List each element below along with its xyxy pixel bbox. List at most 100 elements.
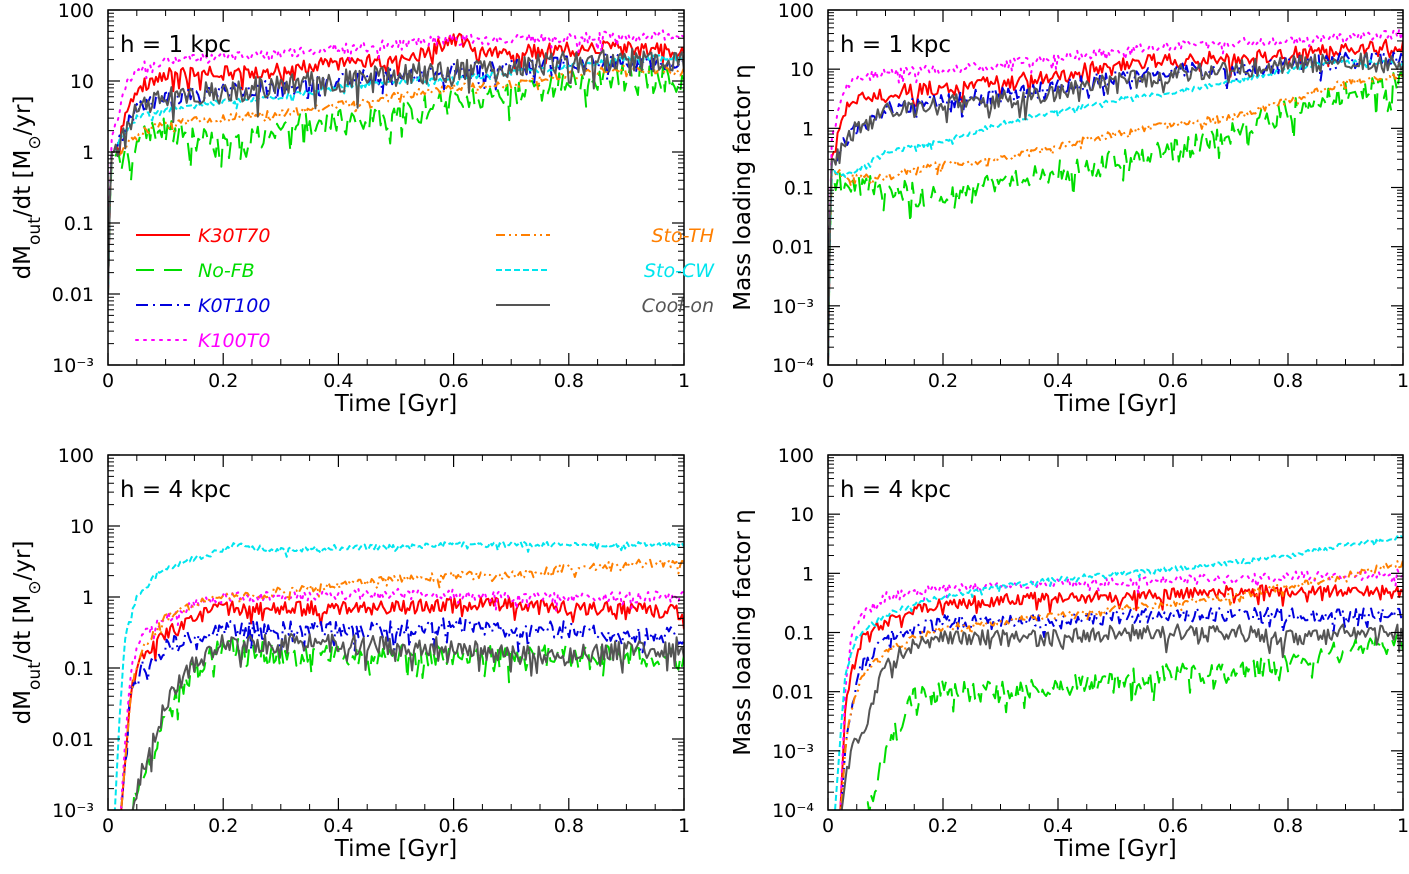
x-tick-label: 0 bbox=[102, 815, 114, 837]
x-tick-label: 0.2 bbox=[208, 815, 238, 837]
x-tick-label: 0.2 bbox=[208, 370, 238, 392]
y-tick-label: 100 bbox=[58, 0, 94, 22]
x-tick-label: 0.2 bbox=[928, 370, 958, 392]
x-tick-label: 0.4 bbox=[1043, 815, 1073, 837]
series-sto-th bbox=[108, 64, 684, 295]
panel-annotation: h = 1 kpc bbox=[120, 32, 231, 58]
y-tick-label: 0.1 bbox=[784, 623, 814, 645]
x-tick-label: 0.4 bbox=[323, 370, 353, 392]
panel-4: 0 0.2 0.4 0.6 0.8 1 10⁻⁴ 10⁻³ 0.01 0.1 1 10 100 Time … bbox=[730, 445, 1409, 862]
legend: K30T70 No-FB K0T100 K100T0 Sto-TH Sto-CW Cool-… bbox=[135, 225, 715, 352]
y-tick-label: 0.01 bbox=[772, 237, 814, 259]
legend-label: Sto-CW bbox=[644, 260, 715, 282]
panel-annotation: h = 4 kpc bbox=[840, 477, 951, 503]
x-tick-label: 0 bbox=[102, 370, 114, 392]
y-tick-label: 10 bbox=[790, 504, 814, 526]
y-tick-label: 10 bbox=[70, 71, 94, 93]
x-tick-label: 1 bbox=[1397, 815, 1409, 837]
x-tick-label: 0 bbox=[822, 370, 834, 392]
series-group bbox=[834, 535, 1403, 810]
x-tick-label: 1 bbox=[1397, 370, 1409, 392]
y-axis-label: dMout/dt [M⊙/yr] bbox=[10, 96, 45, 280]
x-tick-label: 0 bbox=[822, 815, 834, 837]
series-group bbox=[828, 28, 1403, 365]
series-sto-cw bbox=[834, 535, 1403, 810]
series-sto-th bbox=[120, 558, 684, 810]
series-cool-on bbox=[131, 633, 684, 810]
series-k30t70 bbox=[108, 32, 684, 295]
series-k100t0 bbox=[119, 587, 684, 810]
x-axis-label: Time [Gyr] bbox=[334, 836, 457, 862]
y-tick-label: 0.1 bbox=[64, 213, 94, 235]
x-tick-label: 1 bbox=[678, 815, 690, 837]
series-cool-on bbox=[840, 623, 1403, 810]
y-tick-label: 10⁻⁴ bbox=[772, 355, 814, 377]
legend-label: K100T0 bbox=[198, 330, 270, 352]
series-k100t0 bbox=[828, 28, 1403, 365]
y-tick-label: 0.01 bbox=[772, 682, 814, 704]
y-tick-label: 10⁻³ bbox=[52, 800, 94, 822]
x-tick-label: 0.8 bbox=[554, 815, 584, 837]
panel-1: 0 0.2 0.4 0.6 0.8 1 10⁻³ 0.01 0.1 1 10 100 Time [Gyr… bbox=[10, 0, 690, 417]
y-tick-label: 10⁻⁴ bbox=[772, 800, 814, 822]
x-tick-label: 0.4 bbox=[323, 815, 353, 837]
x-axis-label: Time [Gyr] bbox=[334, 391, 457, 417]
series-k30t70 bbox=[828, 38, 1403, 365]
panel-2: 0 0.2 0.4 0.6 0.8 1 10⁻⁴ 10⁻³ 0.01 0.1 1 10 100 Time … bbox=[730, 0, 1409, 417]
y-tick-label: 0.01 bbox=[52, 729, 94, 751]
legend-label: Cool-on bbox=[642, 295, 714, 317]
series-no-fb bbox=[131, 638, 684, 810]
x-tick-label: 0.6 bbox=[438, 370, 468, 392]
y-tick-label: 0.1 bbox=[64, 658, 94, 680]
x-tick-label: 0.6 bbox=[1158, 815, 1188, 837]
panel-3: 0 0.2 0.4 0.6 0.8 1 10⁻³ 0.01 0.1 1 10 100 Time [Gyr… bbox=[10, 445, 690, 862]
series-k100t0 bbox=[839, 568, 1403, 810]
y-tick-label: 0.1 bbox=[784, 178, 814, 200]
x-axis-label: Time [Gyr] bbox=[1053, 391, 1176, 417]
y-tick-label: 10⁻³ bbox=[772, 296, 814, 318]
series-cool-on bbox=[108, 47, 684, 295]
y-tick-label: 10⁻³ bbox=[772, 741, 814, 763]
series-k0t100 bbox=[120, 617, 684, 810]
series-k30t70 bbox=[839, 584, 1403, 810]
series-sto-cw bbox=[113, 540, 684, 810]
y-tick-label: 10 bbox=[790, 59, 814, 81]
x-tick-label: 0.8 bbox=[1273, 815, 1303, 837]
y-tick-label: 100 bbox=[778, 445, 814, 467]
series-k30t70 bbox=[120, 596, 684, 810]
y-axis-label: Mass loading factor η bbox=[730, 64, 756, 311]
series-no-fb bbox=[108, 62, 684, 295]
y-tick-label: 0.01 bbox=[52, 284, 94, 306]
panel-annotation: h = 1 kpc bbox=[840, 32, 951, 58]
legend-label: Sto-TH bbox=[651, 225, 714, 247]
series-group bbox=[113, 540, 684, 810]
series-k0t100 bbox=[828, 50, 1403, 365]
series-group bbox=[108, 29, 684, 295]
legend-label: K0T100 bbox=[198, 295, 270, 317]
series-no-fb bbox=[828, 71, 1403, 365]
y-axis-label: Mass loading factor η bbox=[730, 509, 756, 756]
y-tick-label: 100 bbox=[58, 445, 94, 467]
x-tick-label: 0.8 bbox=[1273, 370, 1303, 392]
series-k100t0 bbox=[108, 29, 684, 295]
x-tick-label: 0.2 bbox=[928, 815, 958, 837]
y-tick-label: 1 bbox=[802, 118, 814, 140]
panel-annotation: h = 4 kpc bbox=[120, 477, 231, 503]
series-cool-on bbox=[828, 52, 1403, 365]
series-no-fb bbox=[863, 633, 1403, 810]
y-tick-label: 1 bbox=[82, 587, 94, 609]
y-tick-label: 1 bbox=[802, 563, 814, 585]
x-tick-label: 0.8 bbox=[554, 370, 584, 392]
y-tick-label: 10 bbox=[70, 516, 94, 538]
x-tick-label: 0.6 bbox=[1158, 370, 1188, 392]
y-tick-label: 100 bbox=[778, 0, 814, 22]
y-axis-label: dMout/dt [M⊙/yr] bbox=[10, 541, 45, 725]
series-sto-th bbox=[828, 73, 1403, 365]
legend-label: No-FB bbox=[198, 260, 255, 282]
y-tick-label: 1 bbox=[82, 142, 94, 164]
legend-label: K30T70 bbox=[198, 225, 270, 247]
x-tick-label: 0.4 bbox=[1043, 370, 1073, 392]
y-tick-label: 10⁻³ bbox=[52, 355, 94, 377]
x-tick-label: 0.6 bbox=[438, 815, 468, 837]
